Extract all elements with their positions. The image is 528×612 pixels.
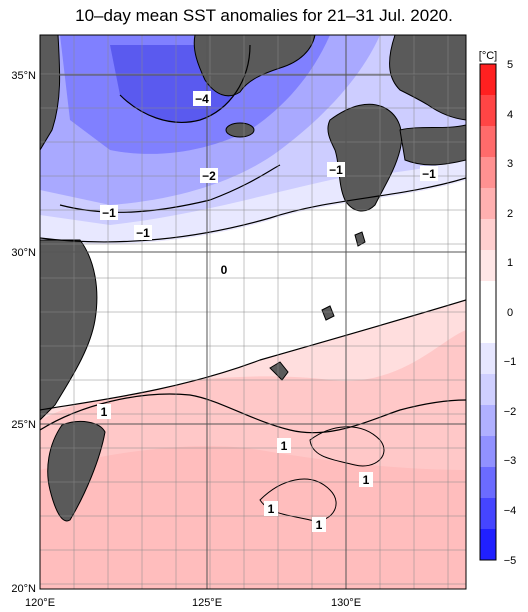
china-coast-land — [40, 239, 98, 421]
colorbar-cell — [480, 64, 496, 96]
graticule — [40, 35, 466, 589]
korea-peninsula-land — [193, 35, 316, 97]
colorbar-cells — [480, 64, 496, 561]
colorbar-label-minus2: −2 — [504, 406, 517, 418]
colorbar-cell — [480, 281, 496, 313]
contour-line-minus1 — [40, 177, 466, 243]
colorbar-label-1: 1 — [507, 257, 513, 269]
colorbar-cell — [480, 95, 496, 127]
contour-line-minus2 — [59, 164, 281, 213]
colorbar-cell — [480, 188, 496, 220]
colorbar-label-0: 0 — [507, 307, 513, 319]
colorbar-cell — [480, 374, 496, 406]
colorbar-cell — [480, 250, 496, 282]
colorbar-cell — [480, 529, 496, 561]
contour-label-minus1-b: −1 — [329, 163, 343, 177]
map-frame — [39, 34, 467, 590]
lon-label-120: 120°E — [25, 597, 55, 609]
contour-label-minus1-d: −1 — [102, 206, 116, 220]
map-field: −4 −2 −1 −1 −1 −1 0 1 1 1 1 1 — [40, 35, 466, 589]
colorbar-cell — [480, 405, 496, 437]
jeju-island-land — [225, 122, 255, 138]
contour-label-plus1-c: 1 — [363, 473, 370, 487]
colorbar-label-minus3: −3 — [504, 455, 517, 467]
colorbar-label-5: 5 — [507, 59, 513, 71]
contour-label-minus1-c: −1 — [422, 167, 436, 181]
contour-label-plus1-b: 1 — [281, 439, 288, 453]
colorbar-label-4: 4 — [507, 109, 513, 121]
colorbar-label-minus5: −5 — [504, 555, 517, 567]
contour-label-minus2: −2 — [202, 169, 216, 183]
longitude-axis: 120°E 125°E 130°E — [25, 597, 361, 609]
colorbar-frame — [479, 63, 497, 561]
colorbar-cell — [480, 219, 496, 251]
contour-loop-plus1-b — [309, 426, 385, 467]
latitude-axis: 35°N 30°N 25°N 20°N — [11, 70, 36, 595]
colorbar-cell — [480, 157, 496, 189]
colorbar: [°C] 5 4 3 2 1 0 −1 −2 −3 −4 −5 — [479, 50, 517, 567]
lon-label-130: 130°E — [331, 597, 361, 609]
colorbar-label-minus4: −4 — [504, 505, 517, 517]
contour-label-plus1-e: 1 — [316, 518, 323, 532]
contour-loop-plus1 — [259, 478, 337, 522]
colorbar-cell — [480, 343, 496, 375]
shandong-land — [40, 35, 61, 151]
colorbar-unit: [°C] — [479, 50, 497, 62]
colorbar-cell — [480, 312, 496, 344]
contour-label-plus1-d: 1 — [268, 502, 275, 516]
colorbar-cell — [480, 126, 496, 158]
taiwan-land — [47, 421, 106, 522]
honshu-land — [389, 35, 466, 121]
contour-label-minus1: −1 — [136, 226, 150, 240]
lon-label-125: 125°E — [192, 597, 222, 609]
contour-line-plus1 — [40, 393, 466, 434]
contour-label-plus1: 1 — [101, 405, 108, 419]
lat-label-25: 25°N — [11, 419, 36, 431]
colorbar-label-minus1: −1 — [504, 356, 517, 368]
lat-label-20: 20°N — [11, 583, 36, 595]
shikoku-land — [399, 124, 466, 166]
contour-labels: −4 −2 −1 −1 −1 −1 0 1 1 1 1 1 — [97, 91, 438, 532]
map-title: 10–day mean SST anomalies for 21–31 Jul.… — [75, 6, 453, 25]
contour-line-zero — [40, 299, 466, 411]
contour-label-minus4: −4 — [195, 92, 209, 106]
amami-island-land — [321, 305, 335, 321]
colorbar-ticks: 5 4 3 2 1 0 −1 −2 −3 −4 −5 — [504, 59, 517, 567]
lat-label-30: 30°N — [11, 247, 36, 259]
major-graticule — [40, 35, 466, 589]
colorbar-label-2: 2 — [507, 208, 513, 220]
contour-label-zero: 0 — [221, 263, 228, 277]
colorbar-label-3: 3 — [507, 158, 513, 170]
colorbar-cell — [480, 436, 496, 468]
colorbar-cell — [480, 498, 496, 530]
colorbar-cell — [480, 467, 496, 499]
tanegashima-land — [354, 231, 366, 247]
lat-label-35: 35°N — [11, 70, 36, 82]
contour-line-minus4 — [119, 44, 251, 123]
